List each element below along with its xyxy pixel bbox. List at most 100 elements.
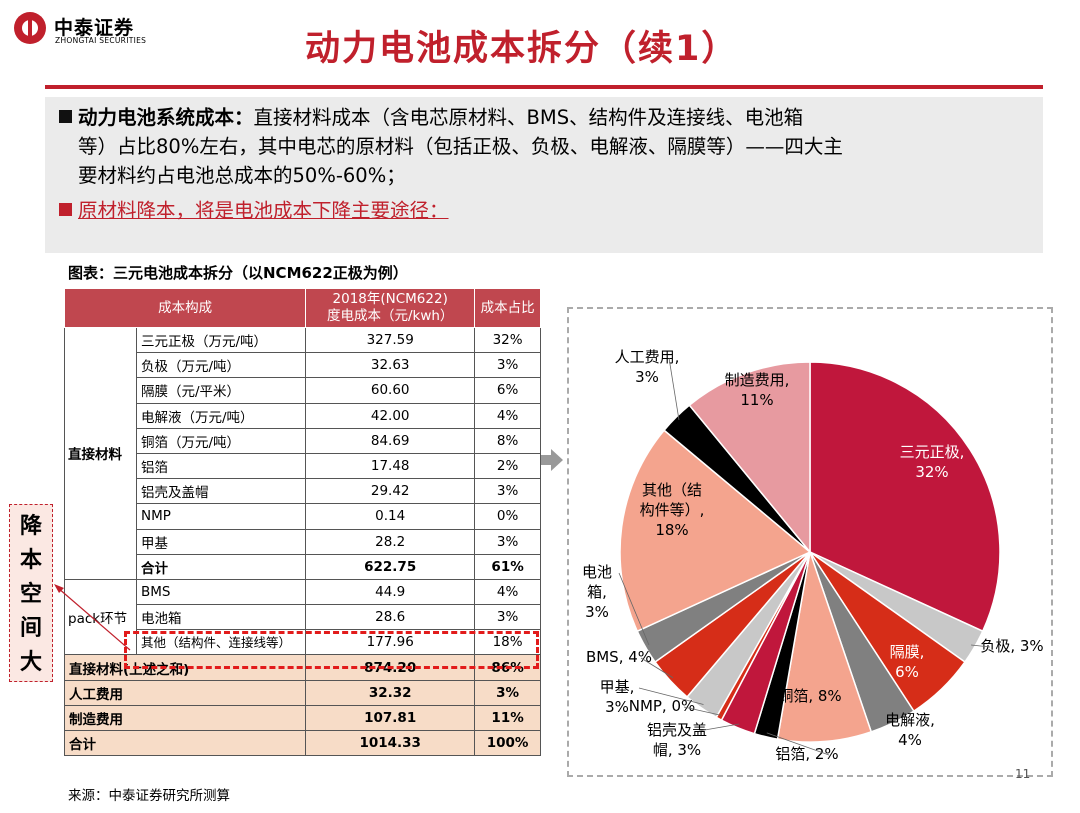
summary-row: 人工费用 32.32 3% — [63, 679, 541, 706]
table-row: 电池箱 28.6 3% — [65, 604, 541, 631]
cell-cost: 28.6 — [305, 604, 476, 631]
pie-leader-12 — [668, 357, 680, 421]
pie-slice-0 — [809, 361, 1001, 633]
callout-text: 降本空间大 — [19, 514, 42, 675]
summary-line-2: 等）占比80%左右，其中电芯的原材料（包括正极、负极、电解液、隔膜等）——四大主 — [78, 135, 843, 158]
pie-label-11: 18% — [655, 521, 688, 539]
cell-cost: 327.59 — [305, 326, 476, 354]
cell-name: 三元正极（万元/吨） — [135, 326, 307, 354]
pie-label-10: 箱, — [587, 583, 607, 601]
table-row: 负极（万元/吨） 32.63 3% — [65, 352, 541, 379]
pie-leader-6 — [698, 723, 740, 732]
pie-label-12: 3% — [635, 368, 659, 386]
cell-name: 电解液（万元/吨） — [135, 402, 307, 429]
cell-name: NMP — [135, 503, 307, 530]
cell-cost: 29.42 — [305, 478, 476, 505]
summary-line-3: 要材料约占电池总成本的50%-60%； — [78, 164, 406, 187]
table-body: 直接材料 三元正极（万元/吨） 327.59 32% 负极（万元/吨） 32.63 3% 隔膜… — [63, 326, 541, 757]
table-row: 铝箔 17.48 2% — [65, 452, 541, 480]
logo-icon — [14, 12, 46, 44]
subtotal-row: 合计 622.75 61% — [65, 553, 541, 580]
cell-cost: 17.48 — [305, 452, 476, 480]
page-number: 11 — [1015, 767, 1031, 781]
table-row: NMP 0.14 0% — [65, 503, 541, 530]
cell-name: 铜箔（万元/吨） — [135, 427, 307, 454]
cell-cost: 107.81 — [305, 704, 476, 732]
summary-text-1: 直接材料成本（含电芯原材料、BMS、结构件及连接线、电池箱 — [253, 106, 804, 129]
logo-subtext: ZHONGTAI SECURITIES — [55, 36, 147, 45]
cell-cost: 32.32 — [305, 679, 476, 706]
pie-label-9: BMS, 4% — [586, 648, 652, 666]
pie-label-6: 帽, 3% — [653, 741, 701, 759]
pie-label-10: 3% — [585, 603, 609, 621]
pie-leader-8 — [638, 687, 704, 705]
cell-share: 61% — [474, 553, 541, 580]
logo-text: 中泰证券 — [54, 17, 135, 39]
cell-name: 隔膜（元/平米） — [135, 377, 307, 404]
cell-cost: 32.63 — [305, 352, 476, 379]
pie-label-8: 甲基, — [600, 678, 635, 696]
pie-label-0: 32% — [915, 463, 948, 481]
table-row: 甲基 28.2 3% — [65, 528, 541, 555]
pie-label-12: 人工费用, — [615, 348, 680, 366]
pie-label-2: 6% — [895, 663, 919, 681]
cell-cost: 44.9 — [305, 578, 476, 606]
page-title: 动力电池成本拆分（续1） — [305, 29, 739, 69]
pie-slice-11 — [619, 429, 812, 633]
summary-highlight: 原材料降本，将是电池成本下降主要途径： — [78, 199, 449, 222]
arrow-right-icon — [541, 449, 563, 471]
cell-name: 合计 — [135, 553, 307, 580]
cell-cost: 28.2 — [305, 528, 476, 555]
header-share: 成本占比 — [474, 288, 541, 328]
pie-leader-3 — [887, 718, 892, 722]
summary-box: 动力电池系统成本：直接材料成本（含电芯原材料、BMS、结构件及连接线、电池箱 等… — [45, 97, 1043, 253]
cell-name: 制造费用 — [63, 704, 307, 732]
group-label-direct: 直接材料 — [64, 327, 137, 580]
pie-label-1: 负极, 3% — [980, 637, 1043, 655]
header-cost-line2: 度电成本（元/kwh） — [326, 308, 454, 324]
cell-name: 人工费用 — [63, 679, 307, 706]
pie-label-3: 4% — [898, 731, 922, 749]
cell-share: 100% — [474, 729, 541, 757]
table-header-row: 成本构成 2018年(NCM622) 度电成本（元/kwh） 成本占比 — [63, 288, 541, 328]
pie-slice-13 — [688, 361, 811, 555]
header-cost: 2018年(NCM622) 度电成本（元/kwh） — [305, 288, 476, 328]
cell-name: 铝壳及盖帽 — [135, 478, 307, 505]
pie-slice-4 — [776, 551, 873, 743]
header-cost-line1: 2018年(NCM622) — [332, 291, 448, 307]
cell-name: 负极（万元/吨） — [135, 352, 307, 379]
cell-cost: 42.00 — [305, 402, 476, 429]
pie-label-6: 铝壳及盖 — [647, 721, 707, 739]
pie-label-11: 其他（结 — [642, 481, 702, 499]
cell-share: 3% — [474, 528, 541, 555]
bullet-icon — [59, 203, 72, 216]
pie-leader-10 — [618, 572, 650, 646]
cell-share: 4% — [474, 578, 541, 606]
cell-share: 6% — [474, 377, 541, 404]
table-row: pack环节 BMS 44.9 4% — [64, 578, 541, 656]
cell-share: 0% — [474, 503, 541, 530]
cell-share: 3% — [474, 352, 541, 379]
cell-share: 11% — [474, 704, 541, 732]
cell-share: 3% — [474, 604, 541, 631]
header-composition: 成本构成 — [63, 288, 307, 328]
table-row: 铜箔（万元/吨） 84.69 8% — [65, 427, 541, 454]
cell-cost: 622.75 — [305, 553, 476, 580]
callout-arrow — [54, 584, 131, 651]
cell-cost: 84.69 — [305, 427, 476, 454]
bullet-icon — [59, 110, 72, 123]
pie-label-11: 构件等）, — [640, 501, 705, 519]
pie-leader-1 — [971, 644, 991, 648]
cell-name: 甲基 — [135, 528, 307, 555]
pie-label-8: 3% — [605, 698, 629, 716]
summary-heading: 动力电池系统成本： — [78, 106, 254, 129]
table-row: 隔膜（元/平米） 60.60 6% — [65, 377, 541, 404]
pie-label-3: 电解液, — [885, 711, 935, 729]
pie-chart: 三元正极, 32% 负极, 3% 隔膜, 6% 电解液, 4% 铜箔, 8% 铝箔, 2% 铝壳及… — [582, 348, 1044, 763]
pie-leader-7 — [683, 706, 721, 716]
summary-line-1: 动力电池系统成本：直接材料成本（含电芯原材料、BMS、结构件及连接线、电池箱 — [59, 103, 1029, 132]
table-row: 直接材料 三元正极（万元/吨） 327.59 32% — [64, 326, 541, 580]
chart-frame — [567, 307, 1053, 777]
pie-label-7: NMP, 0% — [629, 697, 696, 715]
pie-label-5: 铝箔, 2% — [775, 745, 838, 763]
